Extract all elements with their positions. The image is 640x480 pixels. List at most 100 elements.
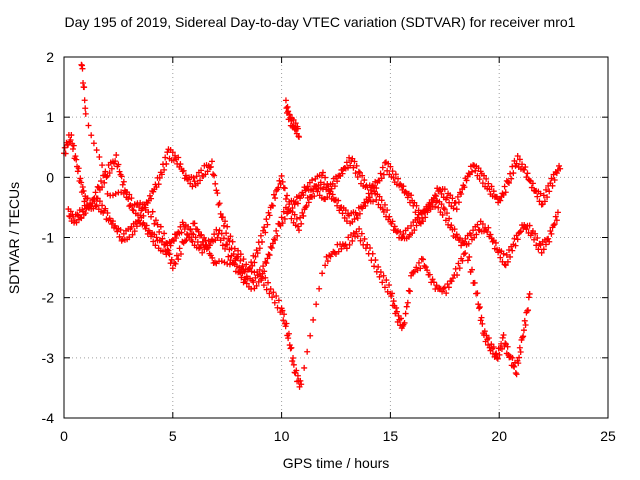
- data-point: [129, 231, 136, 238]
- data-point: [471, 234, 478, 241]
- data-point: [207, 163, 214, 170]
- data-point: [319, 169, 326, 176]
- data-point: [452, 265, 459, 272]
- data-point: [401, 319, 408, 326]
- data-point: [214, 190, 221, 197]
- data-point: [471, 279, 478, 286]
- data-point: [102, 205, 109, 212]
- data-point: [384, 207, 391, 214]
- data-point: [297, 195, 304, 202]
- data-point: [532, 230, 539, 237]
- data-point: [511, 363, 518, 370]
- data-point: [240, 256, 247, 263]
- y-tick-label: 1: [46, 109, 54, 125]
- data-point: [353, 212, 360, 219]
- data-point: [204, 168, 211, 175]
- data-point: [243, 280, 250, 287]
- data-point: [131, 228, 138, 235]
- data-point: [253, 282, 260, 289]
- x-axis-label: GPS time / hours: [282, 455, 390, 471]
- data-point: [366, 194, 373, 201]
- data-point: [261, 224, 268, 231]
- data-point: [537, 190, 544, 197]
- data-point: [453, 206, 460, 213]
- data-point: [67, 208, 74, 215]
- data-point: [293, 215, 300, 222]
- data-point: [264, 221, 271, 228]
- data-point: [477, 317, 484, 324]
- data-point: [480, 172, 487, 179]
- data-point: [504, 343, 511, 350]
- data-point: [152, 217, 159, 224]
- data-point: [119, 181, 126, 188]
- data-point: [393, 304, 400, 311]
- data-point: [324, 180, 331, 187]
- data-point: [402, 310, 409, 317]
- data-point: [159, 235, 166, 242]
- data-point: [435, 204, 442, 211]
- data-point: [256, 245, 263, 252]
- data-point: [161, 166, 168, 173]
- data-point: [386, 281, 393, 288]
- data-point: [225, 253, 232, 260]
- data-point: [164, 246, 171, 253]
- data-point: [515, 360, 522, 367]
- data-point: [226, 261, 233, 268]
- data-point: [502, 262, 509, 269]
- data-point: [256, 266, 263, 273]
- data-point: [279, 178, 286, 185]
- data-point: [377, 269, 384, 276]
- data-point: [240, 279, 247, 286]
- data-point: [356, 210, 363, 217]
- data-point: [357, 237, 364, 244]
- data-point: [476, 303, 483, 310]
- data-point: [106, 170, 113, 177]
- data-point: [441, 206, 448, 213]
- data-point: [300, 192, 307, 199]
- data-point: [239, 262, 246, 269]
- data-point: [448, 222, 455, 229]
- data-point: [173, 252, 180, 259]
- chart-title: Day 195 of 2019, Sidereal Day-to-day VTE…: [64, 14, 576, 30]
- data-point: [260, 282, 267, 289]
- data-point: [219, 214, 226, 221]
- data-point: [553, 217, 560, 224]
- data-point: [288, 344, 295, 351]
- data-point: [339, 210, 346, 217]
- data-point: [426, 271, 433, 278]
- data-point: [116, 168, 123, 175]
- data-point: [469, 168, 475, 175]
- data-point: [317, 179, 324, 186]
- data-point: [488, 183, 495, 190]
- data-point: [406, 288, 413, 295]
- data-point: [299, 209, 306, 216]
- data-point: [88, 132, 95, 139]
- data-point: [322, 262, 329, 269]
- data-point: [429, 276, 436, 283]
- data-point: [424, 267, 431, 274]
- data-point: [224, 241, 231, 248]
- data-point: [404, 194, 411, 201]
- data-point: [294, 125, 301, 132]
- data-point: [343, 159, 350, 166]
- data-point: [167, 242, 174, 249]
- data-point: [504, 179, 511, 186]
- y-tick-label: 2: [46, 49, 54, 65]
- data-point: [128, 195, 135, 202]
- data-point: [448, 278, 455, 285]
- data-point: [169, 265, 176, 272]
- data-point: [531, 236, 538, 243]
- data-point: [298, 381, 305, 388]
- data-point: [297, 214, 304, 221]
- data-point: [191, 178, 198, 185]
- data-point: [476, 305, 483, 312]
- data-point: [165, 250, 172, 257]
- data-point: [85, 122, 92, 129]
- data-point: [463, 177, 470, 184]
- data-point: [545, 235, 552, 242]
- data-point: [500, 250, 507, 257]
- data-point: [97, 178, 104, 185]
- data-point: [218, 258, 225, 265]
- data-point: [267, 285, 274, 292]
